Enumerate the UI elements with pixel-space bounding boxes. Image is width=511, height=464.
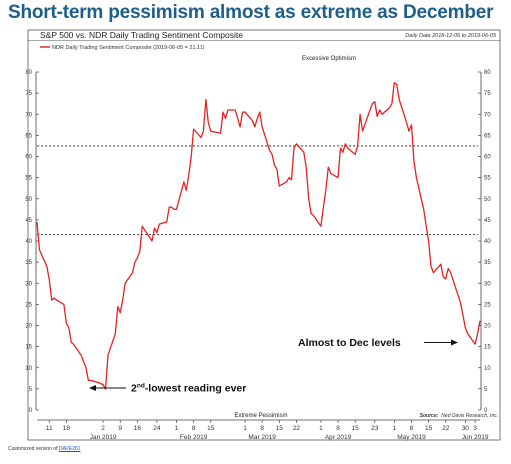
x-tick-label: 1 [319,425,323,432]
y-tick-label-right: 40 [484,239,491,245]
footer-link[interactable]: DAVE261 [58,446,81,452]
annotation-low-arrowhead [89,385,96,391]
annotation-dec: Almost to Dec levels [298,337,458,349]
footer-prefix: Customized version of [8,446,59,452]
annotation-low: 2nd-lowest reading ever [89,383,246,395]
x-tick-label: 18 [63,425,71,432]
y-axis-right: 0 5 10 15 20 25 30 35 40 45 50 55 60 65 70 75 80 [478,70,491,414]
x-tick-label: 22 [442,425,450,432]
y-tick-label-right: 55 [484,176,491,182]
x-tick-label: 9 [118,425,122,432]
x-tick-label: 30 [462,425,470,432]
y-tick-label-right: 70 [484,112,491,118]
x-tick-label: 3 [473,425,477,432]
y-tick-label-right: 75 [484,91,491,97]
footer: Customized version of DAVE261 [8,446,80,452]
x-tick-label: 8 [410,425,414,432]
y-tick-label-left: 65 [25,133,32,139]
y-tick-label-right: 80 [484,70,491,76]
y-tick-label-left: 0 [29,408,33,414]
y-tick-label-right: 5 [484,387,488,393]
y-tick-label-right: 65 [484,133,491,139]
source-label: Source: [420,413,439,419]
y-tick-label-left: 15 [25,345,32,351]
x-tick-label: 11 [46,425,53,432]
y-tick-label-left: 20 [25,324,32,330]
x-tick-label: 15 [352,425,360,432]
x-tick-label: 15 [425,425,433,432]
excessive-optimism-label: Excessive Optimism [302,56,356,62]
y-tick-label-left: 70 [25,112,32,118]
x-tick-label: 22 [293,425,301,432]
x-month-label: Mar 2019 [248,434,276,441]
sentiment-chart: S&P 500 vs. NDR Daily Trading Sentiment … [25,29,501,441]
annotation-low-suffix: nd [137,383,145,390]
y-tick-label-left: 55 [25,176,32,182]
annotation-low-rest: -lowest reading ever [145,383,247,395]
headline: Short-term pessimism almost as extreme a… [8,2,494,23]
y-tick-label-left: 5 [29,387,33,393]
x-tick-label: 8 [336,425,340,432]
source-text: Ned Davis Research, Inc. [441,413,498,419]
y-tick-label-left: 40 [25,239,32,245]
plot-frame [27,29,501,441]
y-tick-label-left: 35 [25,260,32,266]
x-tick-label: 2 [101,425,105,432]
x-tick-label: 1 [243,425,247,432]
legend: NDR Daily Trading Sentiment Composite (2… [40,45,205,51]
y-tick-label-left: 25 [25,302,32,308]
date-range-note: Daily Data 2018-12-06 to 2019-06-05 [405,33,497,39]
annotation-low-prefix: 2 [131,383,137,395]
x-tick-label: 1 [175,425,179,432]
y-tick-label-right: 0 [484,408,488,414]
y-tick-label-right: 15 [484,345,491,351]
legend-label: NDR Daily Trading Sentiment Composite (2… [52,45,205,51]
y-tick-label-left: 10 [25,366,32,372]
x-month-label: Feb 2019 [180,434,208,441]
y-tick-label-left: 50 [25,197,32,203]
y-tick-label-right: 60 [484,155,491,161]
y-tick-label-right: 35 [484,260,491,266]
x-tick-label: 8 [260,425,264,432]
y-tick-label-right: 50 [484,197,491,203]
x-month-label: Jun 2019 [462,434,489,441]
sentiment-series-line [36,81,481,390]
chart-title: S&P 500 vs. NDR Daily Trading Sentiment … [40,30,243,40]
annotation-dec-arrowhead [451,339,458,346]
y-tick-label-right: 10 [484,366,491,372]
x-tick-label: 1 [393,425,397,432]
y-tick-label-right: 20 [484,324,491,330]
y-tick-label-left: 45 [25,218,32,224]
x-tick-label: 15 [276,425,284,432]
x-tick-label: 23 [371,425,379,432]
x-month-label: May 2019 [397,434,426,441]
annotation-low-text: 2nd-lowest reading ever [131,383,246,395]
y-tick-label-left: 80 [25,70,32,76]
y-tick-label-right: 25 [484,302,491,308]
source-credit: Source: Ned Davis Research, Inc. [420,413,498,419]
x-tick-label: 15 [207,425,215,432]
x-month-label: Jan 2019 [90,434,117,441]
x-month-label: Apr 2019 [325,434,352,441]
y-tick-label-right: 30 [484,281,491,287]
y-tick-label-left: 30 [25,281,32,287]
annotation-dec-text: Almost to Dec levels [298,337,401,349]
y-tick-label-left: 60 [25,155,32,161]
extreme-pessimism-label: Extreme Pessimism [234,413,287,419]
y-axis-left: 0 5 10 15 20 25 30 35 40 45 50 55 60 65 70 75 80 [25,70,39,414]
x-tick-label: 8 [192,425,196,432]
y-tick-label-left: 75 [25,91,32,97]
x-tick-label: 24 [153,425,161,432]
x-tick-label: 16 [134,425,142,432]
y-tick-label-right: 45 [484,218,491,224]
